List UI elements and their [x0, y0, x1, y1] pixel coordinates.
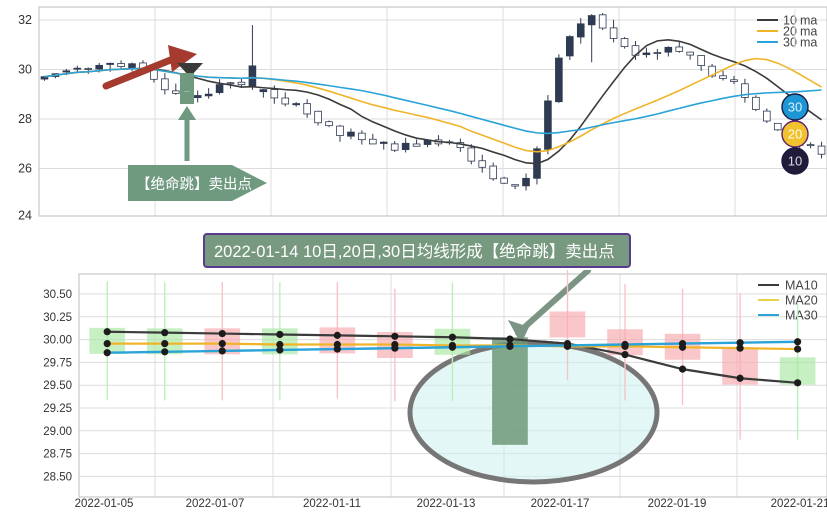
- svg-text:...: ...: [184, 87, 190, 94]
- svg-text:28.50: 28.50: [43, 471, 72, 483]
- svg-text:29.25: 29.25: [43, 403, 72, 415]
- svg-text:2022-01-14 10日,20日,30日均线形成【绝命跳: 2022-01-14 10日,20日,30日均线形成【绝命跳】卖出点: [214, 242, 615, 261]
- svg-text:29.50: 29.50: [43, 380, 72, 392]
- svg-text:24: 24: [18, 209, 32, 223]
- svg-text:30: 30: [18, 63, 32, 77]
- svg-text:30: 30: [788, 100, 802, 115]
- svg-text:MA10: MA10: [785, 279, 818, 293]
- svg-text:2022-01-11: 2022-01-11: [303, 498, 361, 510]
- svg-text:32: 32: [18, 13, 32, 27]
- svg-text:30.50: 30.50: [43, 289, 72, 301]
- svg-text:2022-01-17: 2022-01-17: [531, 498, 590, 510]
- svg-text:2022-01-21: 2022-01-21: [771, 498, 827, 510]
- svg-text:MA20: MA20: [785, 294, 818, 308]
- svg-text:2022-01-19: 2022-01-19: [648, 498, 707, 510]
- svg-text:26: 26: [18, 162, 32, 176]
- svg-text:20: 20: [788, 127, 802, 142]
- svg-text:10: 10: [788, 154, 802, 169]
- svg-text:ma: ma: [800, 36, 817, 50]
- svg-text:29.00: 29.00: [43, 426, 72, 438]
- svg-text:2022-01-05: 2022-01-05: [75, 498, 134, 510]
- svg-text:【绝命跳】卖出点: 【绝命跳】卖出点: [136, 175, 252, 193]
- svg-text:30.25: 30.25: [43, 312, 72, 324]
- svg-text:2022-01-13: 2022-01-13: [417, 498, 476, 510]
- svg-text:2022-01-07: 2022-01-07: [186, 498, 245, 510]
- svg-text:28.75: 28.75: [43, 449, 72, 461]
- svg-text:MA30: MA30: [785, 309, 818, 323]
- svg-text:29.75: 29.75: [43, 357, 72, 369]
- svg-text:30.00: 30.00: [43, 335, 72, 347]
- svg-text:28: 28: [18, 112, 32, 126]
